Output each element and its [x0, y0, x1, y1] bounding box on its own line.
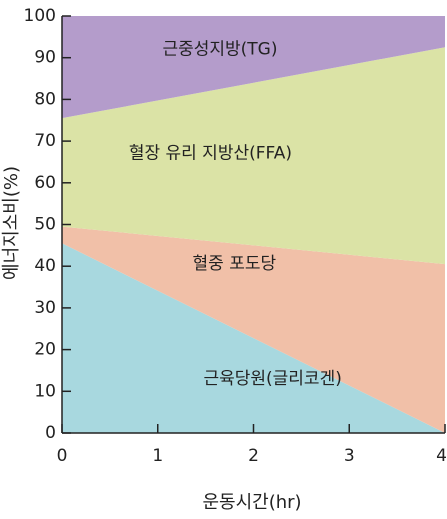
y-tick-label: 50: [34, 215, 56, 235]
y-tick-label: 20: [34, 340, 56, 360]
y-tick-label: 10: [34, 381, 56, 401]
x-tick-label: 4: [436, 446, 447, 466]
x-tick-label: 3: [344, 446, 355, 466]
area-series-4: [62, 16, 445, 119]
y-tick-label: 0: [45, 423, 56, 443]
y-tick-label: 100: [24, 6, 56, 26]
x-tick-label: 1: [152, 446, 163, 466]
x-tick-label: 0: [57, 446, 68, 466]
axes: 0 10 20 30 40 50 60 70 80 90 100 0 1 2 3 4: [24, 6, 447, 466]
y-tick-label: 40: [34, 256, 56, 276]
x-axis-title: 운동시간(hr): [202, 492, 301, 513]
region-labels: 근육당원(글리코겐) 혈중 포도당 혈장 유리 지방산(FFA) 근중성지방(TG): [129, 39, 342, 388]
y-tick-label: 90: [34, 48, 56, 68]
x-tick-label: 2: [248, 446, 259, 466]
y-axis-title: 에너지소비(%): [1, 166, 22, 280]
area-series-1: [62, 243, 445, 433]
series-label-1: 근육당원(글리코겐): [203, 369, 341, 389]
area-layers: [62, 16, 445, 433]
y-tick-label: 70: [34, 131, 56, 151]
series-label-3: 혈장 유리 지방산(FFA): [129, 144, 292, 164]
area-series-2: [62, 226, 445, 433]
area-series-3: [62, 47, 445, 265]
y-tick-label: 30: [34, 298, 56, 318]
series-label-4: 근중성지방(TG): [162, 39, 277, 59]
series-label-2: 혈중 포도당: [193, 254, 277, 274]
y-tick-label: 60: [34, 173, 56, 193]
y-tick-label: 80: [34, 89, 56, 109]
